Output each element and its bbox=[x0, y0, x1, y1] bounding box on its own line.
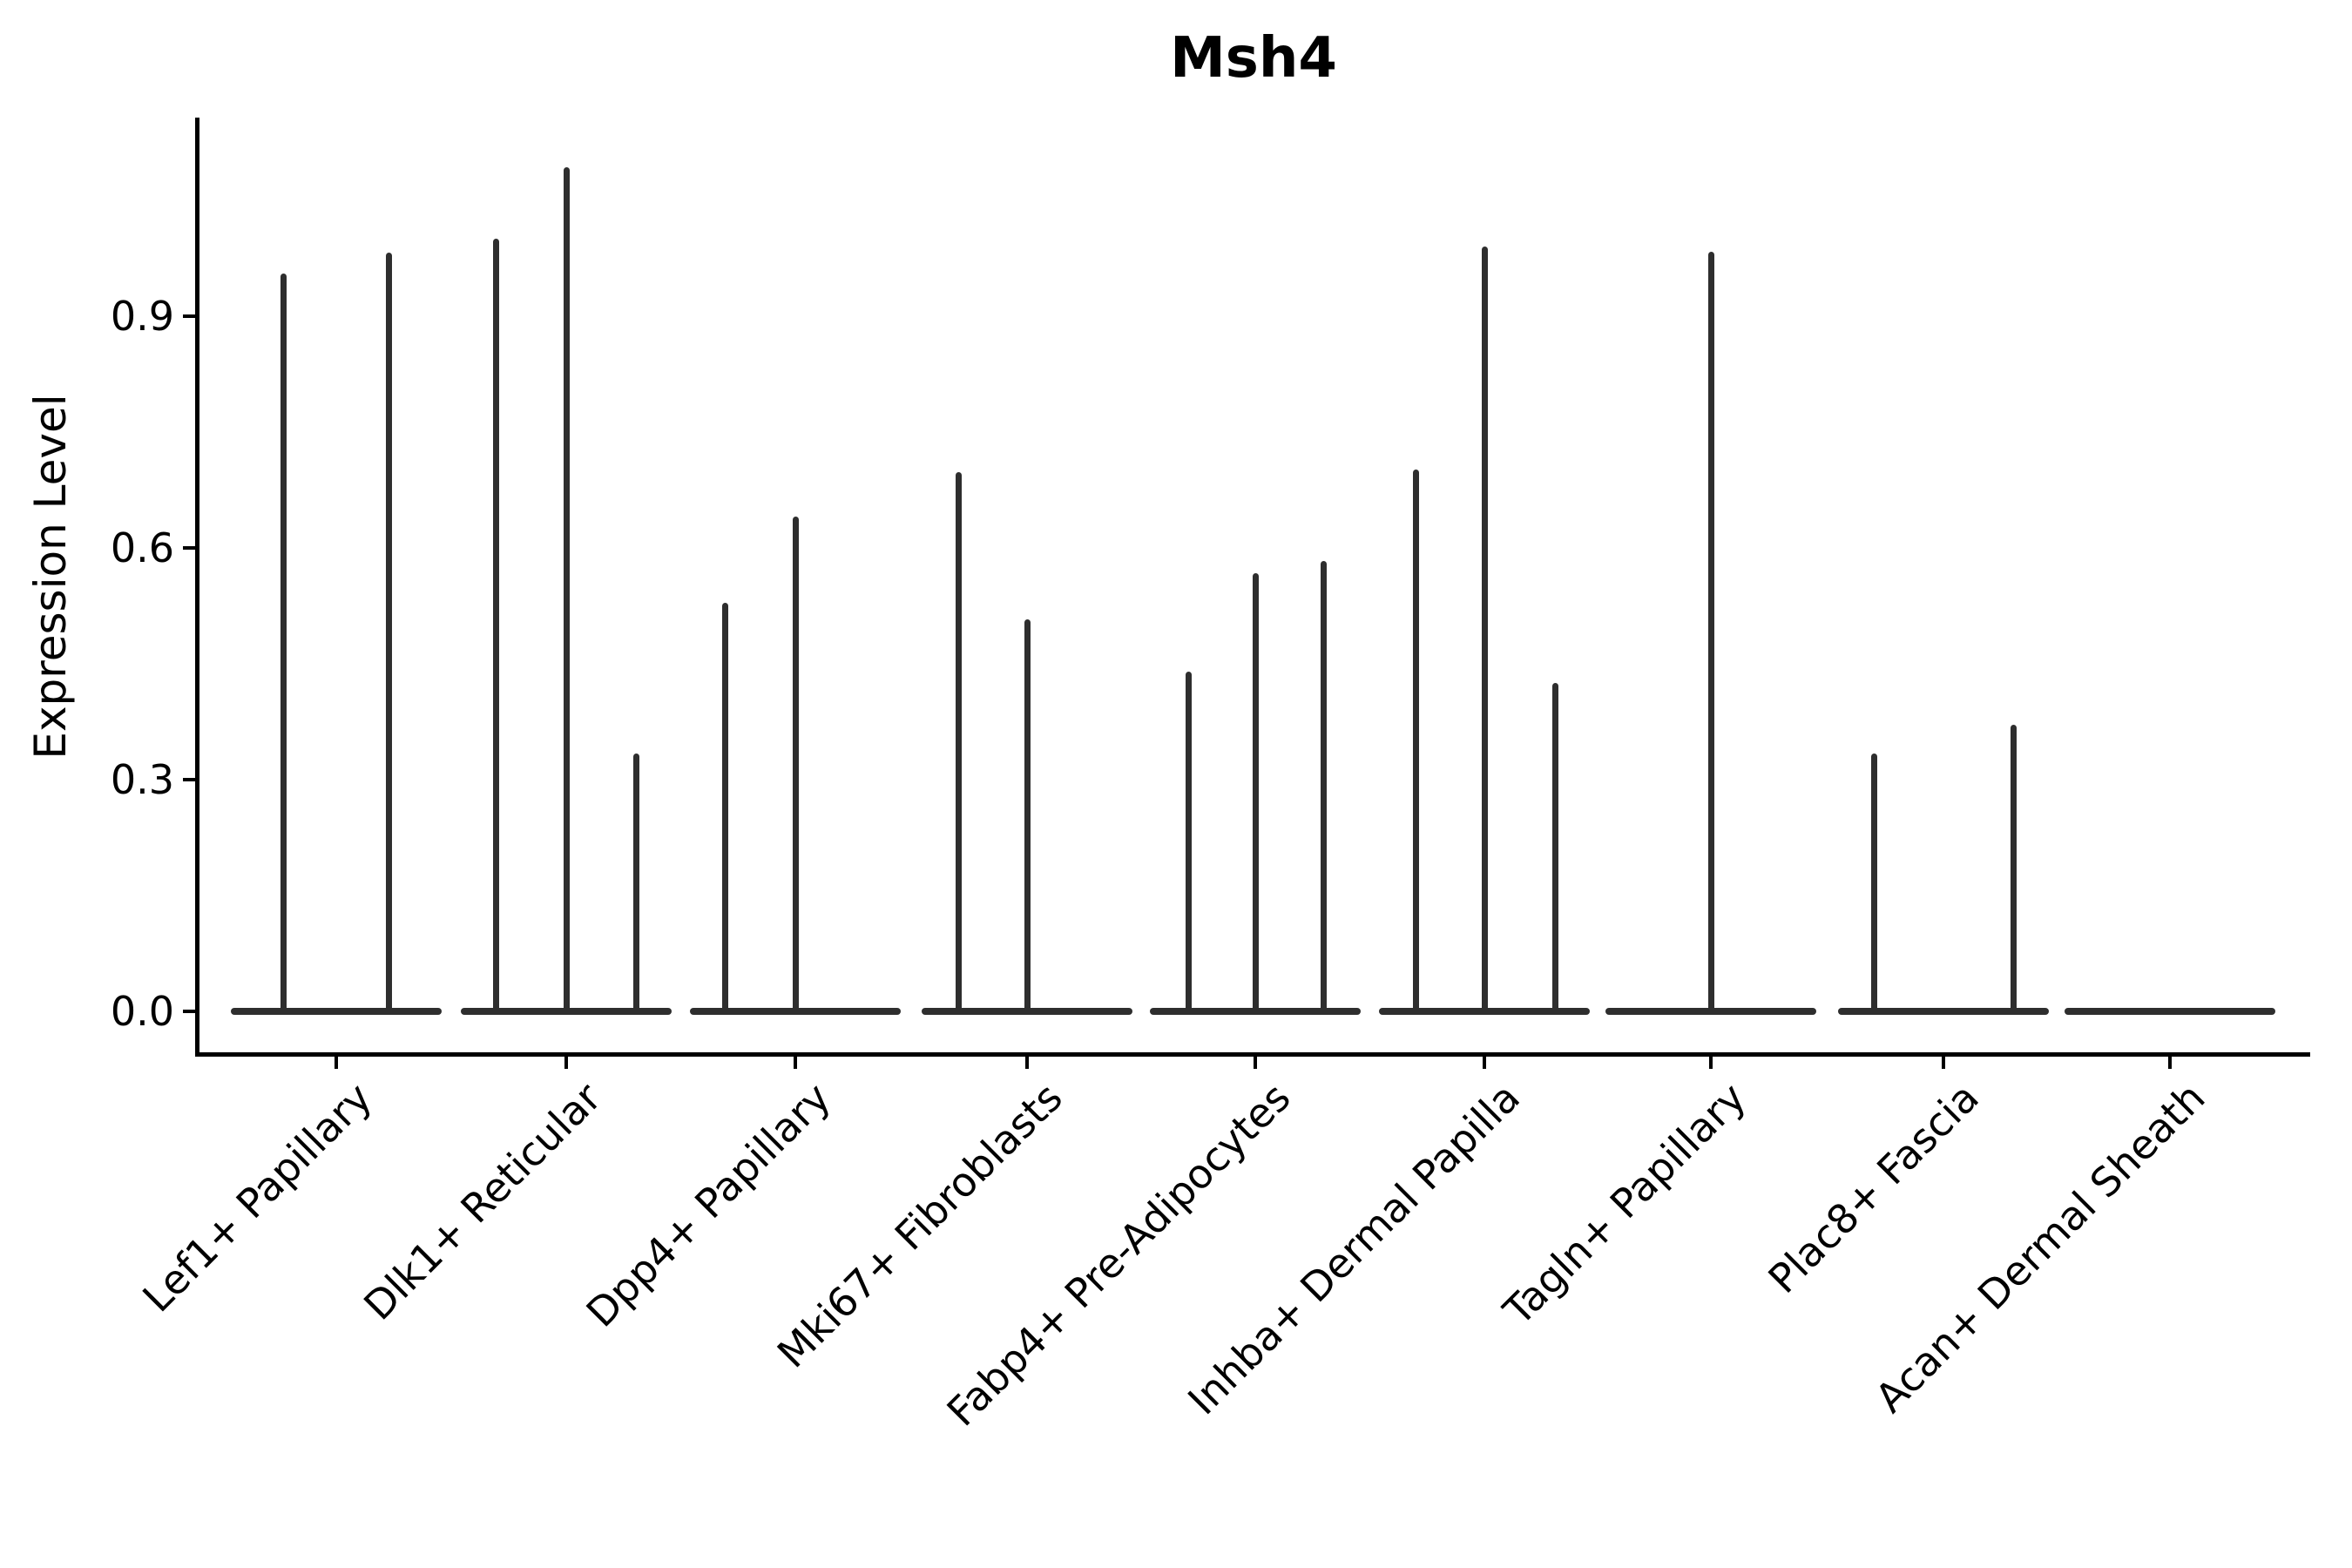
violin-spike bbox=[1412, 470, 1419, 1015]
violin-spike bbox=[1870, 753, 1877, 1015]
x-tick-mark bbox=[2168, 1056, 2172, 1069]
violin-spike bbox=[563, 166, 570, 1015]
x-tick-mark bbox=[1254, 1056, 1257, 1069]
violin-spike bbox=[385, 253, 392, 1015]
y-tick-mark bbox=[182, 777, 195, 781]
x-tick-mark bbox=[1709, 1056, 1713, 1069]
violin-spike bbox=[1024, 618, 1031, 1015]
y-axis-spine bbox=[194, 118, 199, 1057]
y-tick-mark bbox=[182, 1010, 195, 1013]
violin-spike bbox=[1320, 561, 1327, 1015]
violin-baseline bbox=[1838, 1008, 2049, 1015]
y-tick-mark bbox=[182, 314, 195, 318]
y-tick-label: 0.3 bbox=[110, 755, 174, 803]
violin-spike bbox=[1185, 671, 1192, 1015]
violin-baseline bbox=[2065, 1008, 2275, 1015]
x-tick-mark bbox=[335, 1056, 338, 1069]
violin-spike bbox=[1551, 683, 1558, 1015]
x-axis-spine bbox=[194, 1051, 2310, 1057]
y-axis-label: Expression Level bbox=[25, 394, 76, 760]
violin-spike bbox=[1252, 573, 1259, 1015]
violin-spike bbox=[721, 602, 728, 1015]
violin-baseline bbox=[231, 1008, 442, 1015]
x-tick-label: Dpp4+ Papillary bbox=[577, 1073, 840, 1336]
violin-spike bbox=[792, 516, 799, 1015]
x-tick-mark bbox=[564, 1056, 568, 1069]
y-tick-mark bbox=[182, 545, 195, 550]
x-tick-label: Plac8+ Fascia bbox=[1759, 1073, 1988, 1302]
x-tick-label: Dlk1+ Reticular bbox=[355, 1073, 611, 1329]
x-tick-mark bbox=[794, 1056, 797, 1069]
x-tick-mark bbox=[1942, 1056, 1945, 1069]
y-tick-label: 0.6 bbox=[110, 524, 174, 571]
x-tick-label: Lef1+ Papillary bbox=[132, 1073, 381, 1321]
violin-spike bbox=[632, 753, 639, 1015]
violin-spike bbox=[280, 274, 287, 1015]
violin-spike bbox=[2010, 725, 2017, 1015]
x-tick-label: Tagln+ Papillary bbox=[1494, 1073, 1755, 1335]
violin-spike bbox=[955, 472, 962, 1015]
y-tick-label: 0.9 bbox=[110, 292, 174, 340]
violin-spike bbox=[1707, 252, 1714, 1015]
x-tick-mark bbox=[1483, 1056, 1486, 1069]
violin-spike bbox=[1481, 247, 1488, 1015]
y-tick-label: 0.0 bbox=[110, 988, 174, 1035]
x-tick-mark bbox=[1025, 1056, 1029, 1069]
violin-spike bbox=[492, 239, 499, 1015]
plot-title: Msh4 bbox=[1170, 26, 1337, 91]
